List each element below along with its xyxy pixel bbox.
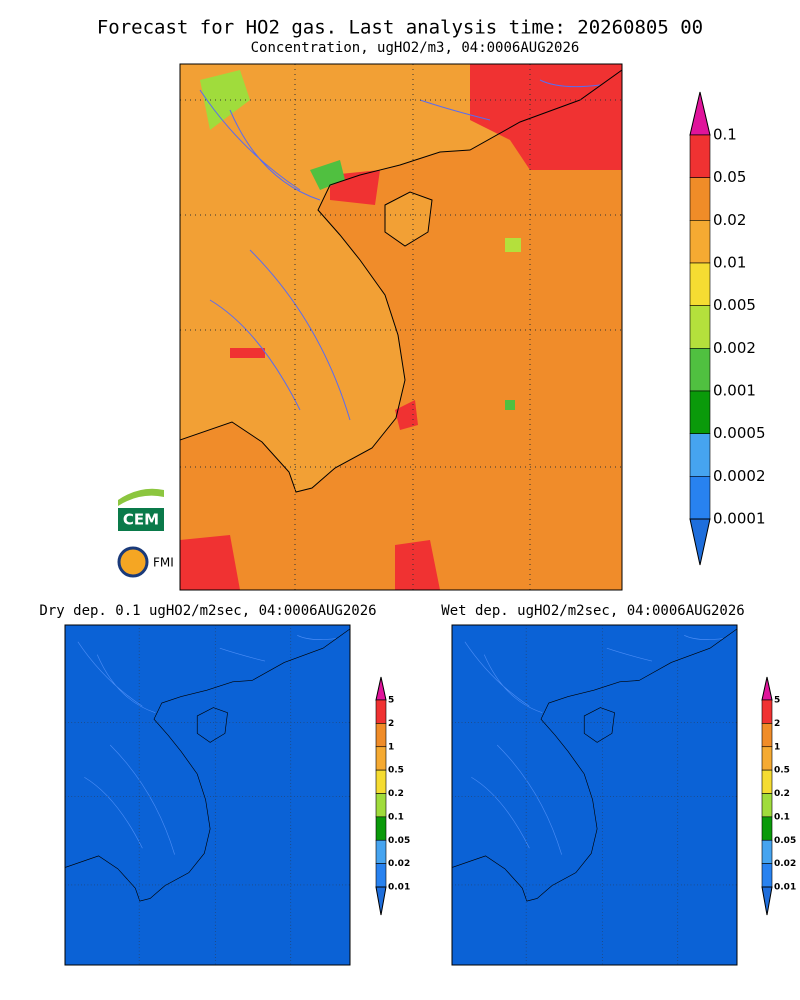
colorbar-segment [761, 816, 773, 841]
colorbar-label: 1 [388, 742, 394, 752]
colorbar-label: 0.2 [774, 789, 790, 799]
colorbar: 5 2 1 0.5 0.2 0.1 0.05 0.02 0.01 [761, 676, 796, 916]
map-background [65, 625, 350, 965]
colorbar-segment [761, 746, 773, 771]
fmi-logo: FMI [117, 546, 174, 578]
colorbar-segment [689, 262, 711, 306]
colorbar-segment [375, 723, 387, 748]
small-map [64, 624, 351, 966]
colorbar-segment [375, 863, 387, 888]
fmi-text: FMI [153, 556, 174, 570]
colorbar-label: 2 [774, 719, 780, 729]
colorbar-label: 0.0001 [713, 510, 766, 528]
colorbar-tip [689, 91, 711, 136]
colorbar-label: 0.1 [388, 812, 404, 822]
colorbar-segment [689, 348, 711, 392]
cem-text: CEM [123, 511, 159, 529]
panel-title: Dry dep. 0.1 ugHO2/m2sec, 04:0006AUG2026 [39, 603, 376, 619]
colorbar-tip [761, 886, 773, 916]
colorbar-label: 0.01 [388, 883, 410, 893]
grid [65, 624, 351, 965]
small-map [451, 624, 738, 966]
colorbar-label: 0.05 [713, 168, 746, 186]
colorbar-label: 0.0002 [713, 467, 766, 485]
colorbar-label: 0.05 [774, 836, 796, 846]
colorbar-segment [689, 220, 711, 264]
colorbar-segment [375, 699, 387, 724]
colorbar-label: 0.02 [713, 211, 746, 229]
main-frame [179, 63, 623, 591]
colorbar: 0.1 0.05 0.02 0.01 0.005 0.002 0.001 0.0005 0.00… [689, 91, 766, 566]
colorbar-segment [375, 769, 387, 794]
colorbar-tip [375, 676, 387, 701]
colorbar-label: 0.005 [713, 296, 756, 314]
colorbar-segment [689, 305, 711, 349]
colorbar-label: 5 [774, 696, 780, 706]
colorbar-segment [375, 793, 387, 818]
colorbar-label: 1 [774, 742, 780, 752]
map-frame [64, 624, 351, 966]
colorbar-label: 0.1 [713, 126, 737, 144]
colorbar-segment [761, 769, 773, 794]
grid [452, 624, 738, 965]
colorbar-label: 0.01 [774, 883, 796, 893]
colorbar-label: 2 [388, 719, 394, 729]
colorbar-segment [761, 723, 773, 748]
title: Forecast for HO2 gas. Last analysis time… [97, 17, 703, 39]
colorbar-label: 0.05 [388, 836, 410, 846]
map-features [65, 624, 351, 965]
colorbar-label: 0.0005 [713, 424, 766, 442]
colorbar-segment [689, 134, 711, 178]
colorbar-label: 0.5 [388, 766, 404, 776]
map-frame [451, 624, 738, 966]
colorbar-label: 0.002 [713, 339, 756, 357]
cem-logo: CEM [118, 485, 164, 531]
colorbar-label: 0.01 [713, 254, 746, 272]
colorbar-segment [761, 863, 773, 888]
map-background [452, 625, 737, 965]
subtitle: Concentration, ugHO2/m3, 04:0006AUG2026 [251, 40, 580, 56]
colorbar-segment [689, 390, 711, 434]
colorbar-label: 0.1 [774, 812, 790, 822]
colorbar-segment [761, 793, 773, 818]
colorbar-label: 5 [388, 696, 394, 706]
colorbar-segment [689, 177, 711, 221]
colorbar-tip [375, 886, 387, 916]
colorbar-label: 0.2 [388, 789, 404, 799]
colorbar-segment [761, 839, 773, 864]
panel-title: Wet dep. ugHO2/m2sec, 04:0006AUG2026 [441, 603, 744, 619]
colorbar-segment [689, 433, 711, 477]
main-map [180, 64, 622, 590]
colorbar-segment [689, 476, 711, 520]
colorbar-tip [761, 676, 773, 701]
colorbar-segment [761, 699, 773, 724]
colorbar: 5 2 1 0.5 0.2 0.1 0.05 0.02 0.01 [375, 676, 410, 916]
colorbar-label: 0.5 [774, 766, 790, 776]
colorbar-tip [689, 518, 711, 566]
map-features [452, 624, 738, 965]
colorbar-label: 0.02 [388, 859, 410, 869]
colorbar-label: 0.001 [713, 382, 756, 400]
colorbar-label: 0.02 [774, 859, 796, 869]
colorbar-segment [375, 746, 387, 771]
colorbar-segment [375, 839, 387, 864]
colorbar-segment [375, 816, 387, 841]
